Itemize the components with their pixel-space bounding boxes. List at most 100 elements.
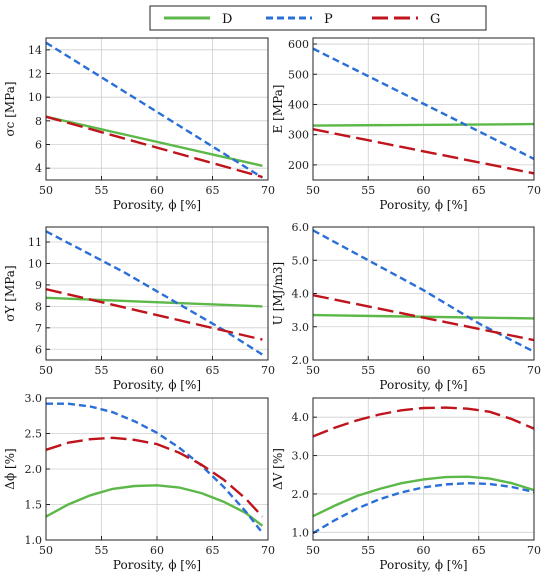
x-tick-label: 55	[361, 184, 375, 197]
y-tick-label: 1.0	[292, 526, 310, 539]
series-line-g	[46, 288, 263, 341]
y-tick-label: 3.0	[25, 392, 43, 405]
y-axis-label: σc [MPa]	[3, 81, 17, 136]
chart-panels: 50 55 60 65 70 4 6 8 10 12 14 Porosity, ϕ [%] σc [MP…	[3, 37, 541, 572]
y-tick-label: 7	[35, 322, 42, 335]
x-tick-label: 50	[39, 364, 53, 377]
x-tick-label: 60	[150, 364, 164, 377]
y-tick-label: 500	[288, 68, 309, 81]
x-axis-label: Porosity, ϕ [%]	[113, 558, 201, 572]
x-tick-label: 55	[95, 184, 109, 197]
y-tick-label: 200	[288, 159, 309, 172]
x-tick-label: 65	[206, 544, 220, 557]
x-tick-label: 50	[306, 364, 320, 377]
y-tick-label: 3.0	[292, 321, 310, 334]
x-tick-label: 50	[39, 544, 53, 557]
y-tick-label: 10	[28, 91, 42, 104]
y-tick-label: 4	[35, 162, 42, 175]
y-tick-label: 10	[28, 257, 42, 270]
x-tick-label: 65	[472, 364, 486, 377]
series-line-g	[313, 294, 534, 342]
y-tick-label: 8	[35, 115, 42, 128]
y-tick-label: 1.0	[25, 534, 43, 547]
chart-panel-2: 50 55 60 65 70 200 300 400 500 600 Porosity, ϕ [%]…	[271, 37, 541, 212]
y-tick-label: 12	[28, 68, 42, 81]
x-tick-label: 50	[39, 184, 53, 197]
y-tick-label: 600	[288, 38, 309, 51]
x-tick-label: 70	[527, 364, 541, 377]
y-tick-label: 5.0	[292, 254, 310, 267]
chart-panel-4: 50 55 60 65 70 2.0 3.0 4.0 5.0 6.0 Porosity, ϕ [%]…	[271, 221, 541, 392]
chart-panel-6: 50 55 60 65 70 1.0 2.0 3.0 4.0 Porosity, ϕ [%] ΔV …	[271, 397, 541, 572]
x-tick-label: 55	[361, 544, 375, 557]
x-axis-label: Porosity, ϕ [%]	[113, 378, 201, 392]
x-tick-label: 70	[261, 544, 275, 557]
series-line-p	[46, 41, 264, 179]
y-tick-label: 400	[288, 98, 309, 111]
x-tick-label: 65	[472, 184, 486, 197]
y-tick-label: 9	[35, 279, 42, 292]
x-tick-label: 65	[206, 184, 220, 197]
y-tick-label: 6.0	[292, 221, 310, 234]
series-line-d	[313, 475, 534, 518]
series-line-p	[313, 47, 534, 160]
x-tick-label: 55	[95, 364, 109, 377]
x-tick-label: 70	[261, 184, 275, 197]
y-tick-label: 4.0	[292, 411, 310, 424]
y-tick-label: 2.0	[25, 463, 43, 476]
series-line-g	[313, 406, 534, 438]
x-tick-label: 55	[361, 364, 375, 377]
series-line-d	[46, 296, 263, 308]
legend-label-g: G	[430, 12, 440, 27]
y-tick-label: 8	[35, 300, 42, 313]
x-tick-label: 65	[206, 364, 220, 377]
x-tick-label: 70	[527, 184, 541, 197]
chart-panel-3: 50 55 60 65 70 6 7 8 9 10 11 Porosity, ϕ [%] σY [MPa…	[3, 226, 275, 392]
x-axis-label: Porosity, ϕ [%]	[113, 198, 201, 212]
x-axis-label: Porosity, ϕ [%]	[379, 198, 467, 212]
y-axis-label: U [MJ/m3]	[271, 262, 285, 325]
x-tick-label: 70	[527, 544, 541, 557]
y-axis-label: ΔV [%]	[271, 448, 285, 490]
y-tick-label: 3.0	[292, 450, 310, 463]
x-tick-label: 55	[95, 544, 109, 557]
legend-label-p: P	[324, 12, 333, 27]
series-line-g	[46, 436, 264, 518]
y-tick-label: 6	[35, 343, 42, 356]
y-tick-label: 14	[28, 44, 42, 57]
x-tick-label: 50	[306, 544, 320, 557]
x-tick-label: 60	[417, 544, 431, 557]
y-tick-label: 2.5	[25, 428, 43, 441]
series-line-p	[46, 402, 264, 534]
series-line-g	[313, 128, 534, 175]
y-axis-label: E [MPa]	[271, 85, 285, 134]
y-tick-label: 2.0	[292, 354, 310, 367]
chart-panel-1: 50 55 60 65 70 4 6 8 10 12 14 Porosity, ϕ [%] σc [MP…	[3, 37, 275, 212]
y-tick-label: 4.0	[292, 288, 310, 301]
series-line-d	[46, 484, 264, 527]
y-tick-label: 1.5	[25, 499, 43, 512]
series-line-g	[46, 115, 263, 179]
x-axis-label: Porosity, ϕ [%]	[379, 378, 467, 392]
x-axis-label: Porosity, ϕ [%]	[379, 558, 467, 572]
legend-label-d: D	[222, 12, 232, 27]
x-tick-label: 60	[417, 364, 431, 377]
x-tick-label: 60	[150, 544, 164, 557]
chart-panel-5: 50 55 60 65 70 1.0 1.5 2.0 2.5 3.0 Porosity, ϕ [%]…	[3, 392, 275, 572]
x-tick-label: 70	[261, 364, 275, 377]
y-axis-label: Δϕ [%]	[3, 448, 17, 489]
x-tick-label: 65	[472, 544, 486, 557]
y-tick-label: 11	[28, 236, 42, 249]
series-line-d	[46, 115, 263, 167]
x-tick-label: 60	[150, 184, 164, 197]
y-tick-label: 300	[288, 129, 309, 142]
x-tick-label: 50	[306, 184, 320, 197]
x-tick-label: 60	[417, 184, 431, 197]
y-tick-label: 2.0	[292, 488, 310, 501]
y-tick-label: 6	[35, 139, 42, 152]
y-axis-label: σY [MPa]	[3, 265, 17, 321]
series-line-p	[46, 230, 264, 356]
series-line-d	[313, 122, 534, 127]
